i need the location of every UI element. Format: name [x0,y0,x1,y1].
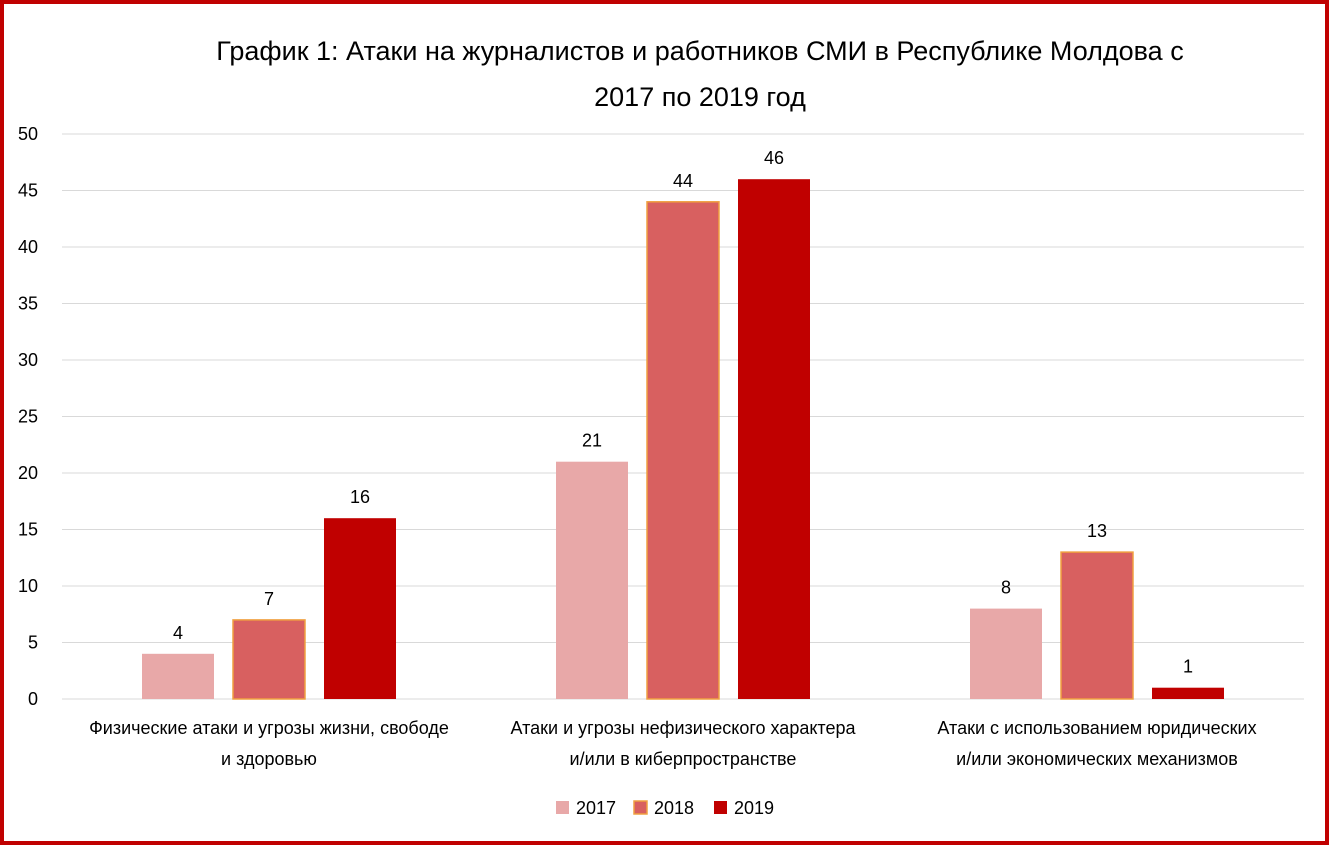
data-label: 44 [673,171,693,191]
y-tick-label: 40 [18,237,38,257]
y-tick-label: 10 [18,576,38,596]
y-tick-label: 20 [18,463,38,483]
x-category-label: Физические атаки и угрозы жизни, свободе [89,718,449,738]
legend-swatch [633,800,648,815]
data-label: 16 [350,487,370,507]
x-category-label: и/или экономических механизмов [956,749,1238,769]
x-category-label: Атаки и угрозы нефизического характера [511,718,857,738]
bar [142,653,214,699]
data-label: 1 [1183,657,1193,677]
legend-swatch [714,801,727,814]
y-tick-label: 5 [28,633,38,653]
legend-swatch [556,801,569,814]
y-tick-label: 30 [18,350,38,370]
chart-title: График 1: Атаки на журналистов и работни… [150,28,1250,120]
data-label: 13 [1087,521,1107,541]
bar [646,201,720,700]
data-label: 4 [173,623,183,643]
y-tick-label: 0 [28,689,38,709]
legend-label: 2018 [654,798,694,818]
bar [970,608,1042,699]
y-tick-label: 25 [18,407,38,427]
legend-label: 2017 [576,798,616,818]
bar [738,179,810,699]
bar [1060,551,1134,700]
y-tick-label: 35 [18,294,38,314]
y-tick-label: 15 [18,520,38,540]
data-label: 21 [582,431,602,451]
y-tick-label: 45 [18,181,38,201]
chart-title-line1: График 1: Атаки на журналистов и работни… [216,36,1184,66]
y-tick-label: 50 [18,124,38,144]
bar [556,461,628,699]
x-category-label: и/или в киберпространстве [570,749,797,769]
legend-label: 2019 [734,798,774,818]
bar [232,619,306,700]
chart-title-line2: 2017 по 2019 год [594,82,806,112]
data-label: 8 [1001,578,1011,598]
data-label: 7 [264,589,274,609]
bar [324,518,396,699]
x-category-label: Атаки с использованием юридических [937,718,1256,738]
x-category-label: и здоровью [221,749,317,769]
data-label: 46 [764,148,784,168]
bar [1152,687,1224,699]
